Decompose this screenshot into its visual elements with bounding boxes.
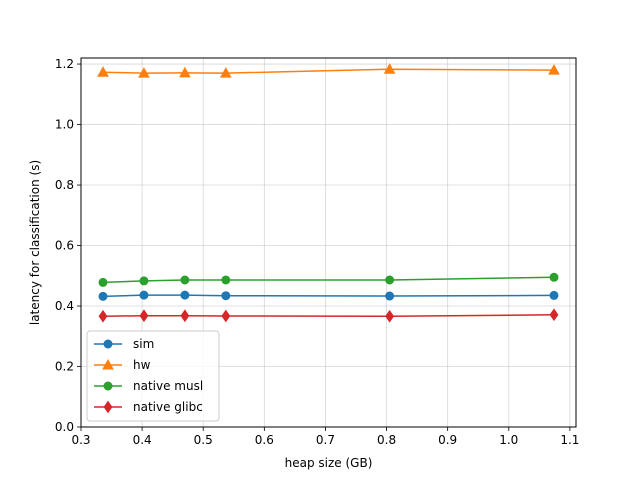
data-point-native-musl bbox=[180, 275, 190, 285]
series-line-native-musl bbox=[102, 276, 555, 284]
y-tick-label: 0.6 bbox=[55, 239, 74, 253]
x-tick-label: 0.4 bbox=[133, 433, 152, 447]
data-point-native-musl bbox=[549, 272, 559, 282]
legend-label: native musl bbox=[133, 379, 203, 393]
data-point-sim bbox=[221, 291, 231, 301]
legend-box bbox=[86, 330, 220, 422]
data-point-native-glibc bbox=[549, 308, 559, 322]
legend: sim hw native musl native glibc bbox=[86, 330, 220, 422]
data-point-hw bbox=[383, 63, 396, 74]
y-tick-label: 1.2 bbox=[55, 57, 74, 71]
data-point-hw bbox=[179, 66, 191, 78]
series-line-native-glibc bbox=[102, 314, 555, 318]
data-point-native-musl bbox=[139, 276, 149, 286]
series-layer bbox=[97, 63, 560, 323]
y-axis-label: latency for classification (s) bbox=[28, 160, 42, 325]
x-tick-label: 0.8 bbox=[377, 433, 396, 447]
plot-frame bbox=[80, 57, 577, 428]
data-point-sim bbox=[98, 291, 108, 301]
data-point-native-musl bbox=[385, 275, 395, 285]
data-point-native-glibc bbox=[180, 309, 190, 323]
data-point-hw bbox=[219, 67, 232, 78]
legend-label: sim bbox=[133, 337, 154, 351]
y-tick-label: 0.4 bbox=[55, 299, 74, 313]
legend-marker bbox=[102, 358, 114, 370]
legend-item-hw: hw bbox=[94, 358, 151, 372]
data-point-native-glibc bbox=[221, 309, 231, 323]
y-tick-label: 0.8 bbox=[55, 178, 74, 192]
data-point-native-glibc bbox=[98, 309, 108, 323]
legend-marker bbox=[103, 400, 113, 414]
data-point-native-musl bbox=[221, 275, 231, 285]
x-tick-label: 0.5 bbox=[194, 433, 213, 447]
series-hw bbox=[97, 63, 560, 78]
series-line-sim bbox=[102, 294, 555, 298]
x-tick-label: 1.1 bbox=[560, 433, 579, 447]
data-point-sim bbox=[385, 291, 395, 301]
legend-item-native-glibc: native glibc bbox=[94, 400, 203, 414]
legend-marker bbox=[103, 339, 113, 349]
x-tick-label: 0.9 bbox=[438, 433, 457, 447]
data-point-sim bbox=[139, 290, 149, 300]
series-native-glibc bbox=[98, 308, 559, 323]
x-tick-label: 0.7 bbox=[316, 433, 335, 447]
data-point-hw bbox=[548, 64, 560, 75]
data-point-sim bbox=[180, 290, 190, 300]
data-point-native-musl bbox=[98, 277, 108, 287]
y-tick-label: 0.0 bbox=[55, 420, 74, 434]
x-tick-label: 0.6 bbox=[255, 433, 274, 447]
legend-marker bbox=[103, 381, 113, 391]
data-point-native-glibc bbox=[139, 309, 149, 323]
x-tick-label: 1.0 bbox=[499, 433, 518, 447]
series-line-hw bbox=[102, 68, 555, 74]
data-point-hw bbox=[138, 67, 150, 78]
series-native-musl bbox=[98, 272, 559, 287]
series-sim bbox=[98, 290, 559, 301]
legend-item-native-musl: native musl bbox=[94, 379, 203, 393]
x-axis-label: heap size (GB) bbox=[285, 456, 373, 470]
data-point-sim bbox=[549, 290, 559, 300]
y-tick-label: 0.2 bbox=[55, 360, 74, 374]
data-point-native-glibc bbox=[385, 309, 395, 323]
x-tick-label: 0.3 bbox=[71, 433, 90, 447]
legend-item-sim: sim bbox=[94, 337, 154, 351]
axis-ticks: 0.3 0.4 0.5 0.6 0.7 0.8 0.9 1.0 1.1 0.0 0.2 0.4 0.6 0… bbox=[55, 57, 580, 447]
data-point-hw bbox=[97, 66, 109, 77]
legend-label: native glibc bbox=[133, 400, 203, 414]
y-tick-label: 1.0 bbox=[55, 118, 74, 132]
legend-label: hw bbox=[133, 358, 151, 372]
